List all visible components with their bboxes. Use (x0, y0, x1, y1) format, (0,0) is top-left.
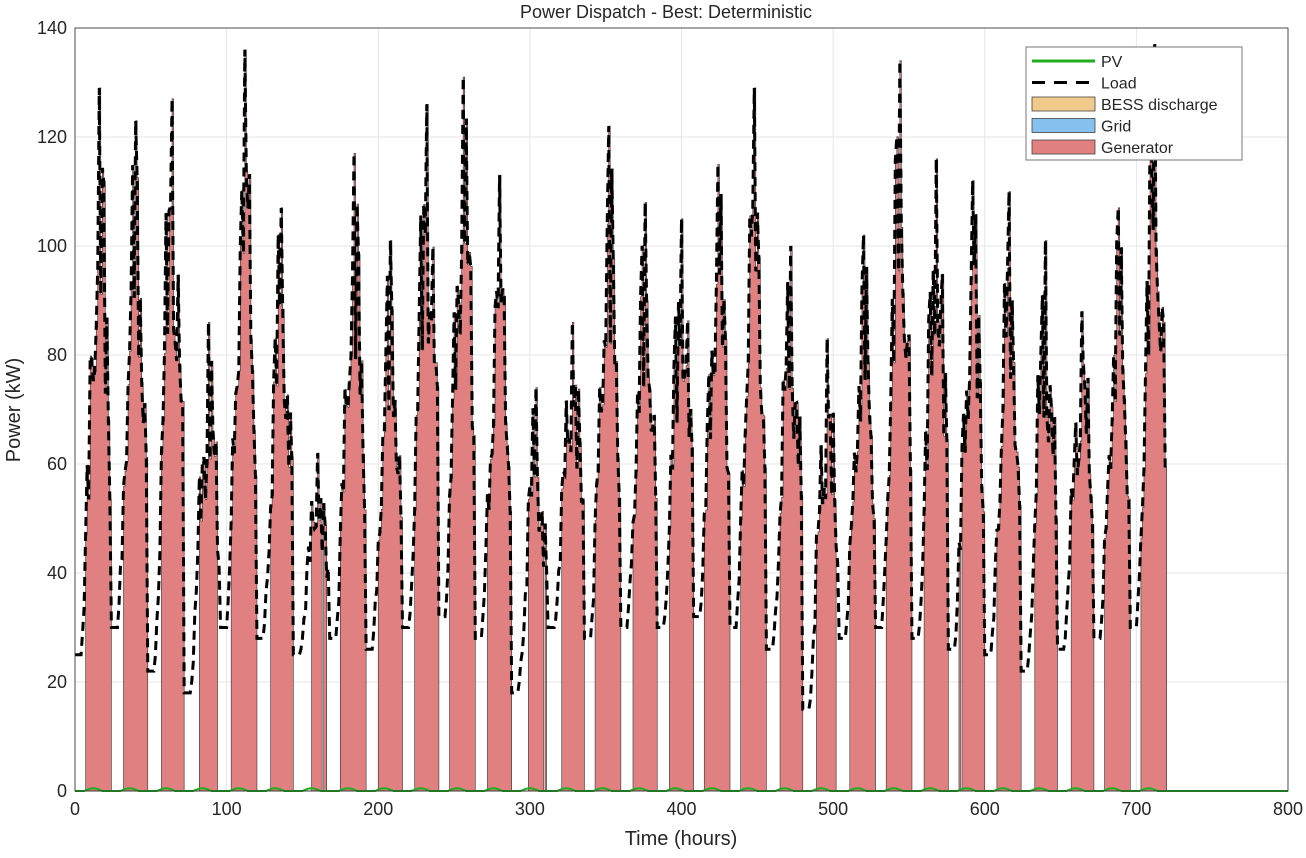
legend-swatch (1031, 139, 1096, 155)
x-tick-label: 700 (1121, 799, 1151, 819)
legend-swatch (1031, 118, 1096, 133)
x-tick-label: 800 (1273, 799, 1303, 819)
legend-label: BESS discharge (1101, 97, 1218, 114)
y-tick-label: 140 (37, 18, 67, 38)
x-tick-label: 400 (666, 799, 696, 819)
load-line (75, 44, 1167, 711)
x-tick-label: 300 (515, 799, 545, 819)
x-tick-label: 200 (363, 799, 393, 819)
legend-label: Grid (1101, 119, 1131, 136)
y-tick-label: 100 (37, 236, 67, 256)
y-tick-label: 80 (47, 345, 67, 365)
legend-swatch (1031, 96, 1096, 112)
y-tick-label: 120 (37, 127, 67, 147)
x-tick-label: 0 (70, 799, 80, 819)
legend: PV Load BESS discharge Grid Generator (1025, 46, 1243, 161)
y-axis-label: Power (kW) (3, 358, 25, 462)
chart-title: Power Dispatch - Best: Deterministic (520, 2, 812, 22)
legend-label: PV (1101, 54, 1123, 71)
legend-label: Generator (1101, 140, 1174, 157)
x-tick-label: 100 (212, 799, 242, 819)
y-tick-label: 40 (47, 563, 67, 583)
x-axis-label: Time (hours) (625, 828, 738, 850)
axes-box (74, 27, 1289, 792)
x-tick-label: 600 (970, 799, 1000, 819)
x-tick-label: 500 (818, 799, 848, 819)
y-tick-label: 0 (57, 781, 67, 801)
tick-labels: 0 100 200 300 400 500 600 700 800 0 20 40 60 80 100 120… (37, 18, 1303, 819)
legend-label: Load (1101, 76, 1137, 93)
y-tick-label: 60 (47, 454, 67, 474)
y-tick-label: 20 (47, 672, 67, 692)
